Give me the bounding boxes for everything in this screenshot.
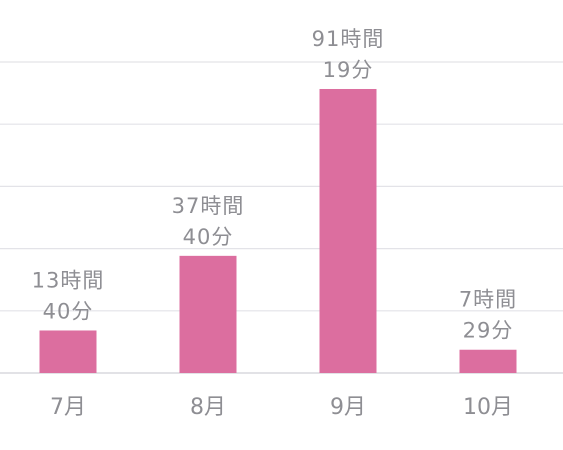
data-label: 37時間: [172, 194, 245, 218]
data-label: 19分: [323, 58, 374, 82]
x-axis-tick-labels: 7月 8月 9月 10月: [50, 395, 513, 420]
data-label: 40分: [183, 225, 234, 249]
bar: [39, 330, 97, 373]
x-tick-label: 10月: [463, 395, 513, 420]
x-tick-label: 7月: [50, 395, 86, 420]
x-tick-label: 9月: [330, 395, 366, 420]
bars: [39, 88, 517, 373]
data-label: 40分: [43, 299, 94, 323]
bar: [459, 349, 517, 373]
data-label: 91時間: [312, 27, 385, 51]
bar-value-labels: 13時間 40分 37時間 40分 91時間 19分 7時間 29分: [32, 27, 517, 343]
data-label: 29分: [463, 319, 514, 343]
data-label: 7時間: [459, 288, 517, 312]
x-tick-label: 8月: [190, 395, 226, 420]
bar: [179, 255, 237, 373]
data-label: 13時間: [32, 268, 105, 292]
bar: [319, 88, 377, 373]
